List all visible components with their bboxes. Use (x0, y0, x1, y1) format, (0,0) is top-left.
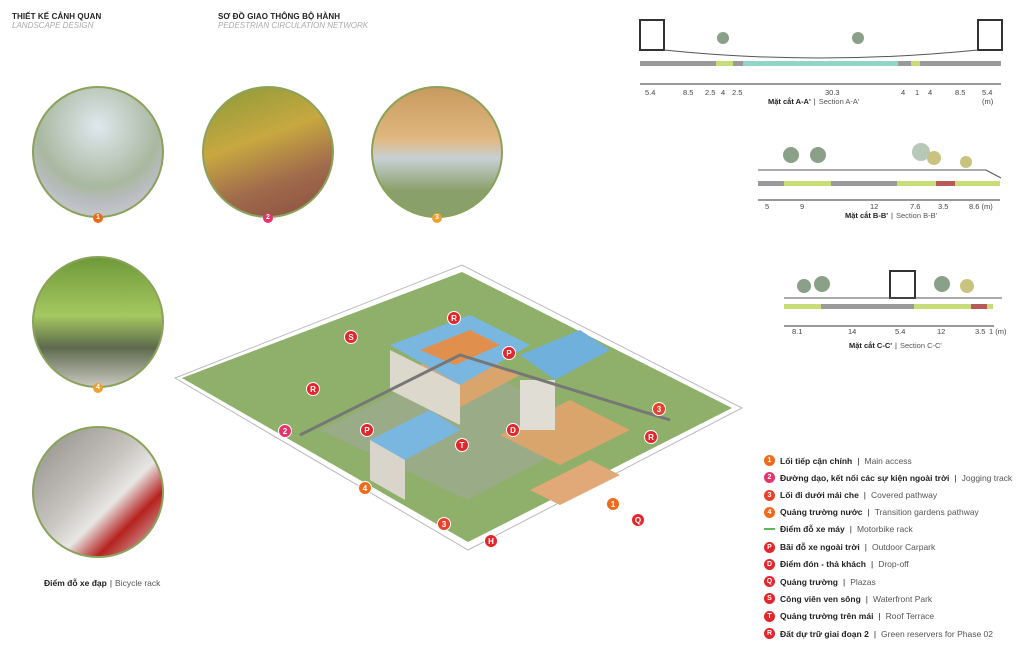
legend-item: T Quảng trường trên mái | Roof Terrace (764, 610, 935, 622)
marker-r[interactable]: R (644, 430, 658, 444)
legend-marker-icon: 2 (764, 472, 775, 484)
legend-label-en: Roof Terrace (885, 611, 935, 622)
marker-h[interactable]: H (484, 534, 498, 548)
separator: | (864, 542, 867, 552)
legend-label-vi: Lối tiếp cận chính (780, 455, 853, 466)
photo-badge: 1 (93, 213, 103, 223)
marker-s[interactable]: S (344, 330, 358, 344)
marker-r[interactable]: R (447, 311, 461, 325)
legend-label-en: Waterfront Park (872, 593, 933, 604)
legend-item: 2 Đường dạo, kết nối các sự kiện ngoài tr… (764, 472, 1013, 484)
legend-label-vi: Đường dạo, kết nối các sự kiện ngoài trờ… (780, 472, 950, 483)
legend-label-en: Plazas (850, 576, 876, 587)
marker-q[interactable]: Q (631, 513, 645, 527)
legend-label-en: Motorbike rack (856, 524, 913, 535)
legend-label-vi: Công viên ven sông (780, 593, 861, 604)
legend-marker-icon: 1 (764, 455, 775, 466)
section-c-drawing (784, 270, 1002, 327)
marker-t[interactable]: T (455, 438, 469, 452)
motorbike-rack-icon (764, 528, 775, 531)
separator: | (870, 559, 874, 570)
legend-label-en: Transition gardens pathway (874, 507, 979, 518)
section-b-drawing (758, 143, 1002, 201)
photo-garden-seating (32, 256, 164, 388)
section-b-title: Mặt cắt B-B' | Section B-B' (845, 211, 938, 220)
photo-badge: 3 (432, 213, 442, 223)
header-en: PEDESTRIAN CIRCULATION NETWORK (218, 21, 369, 30)
legend-item: S Công viên ven sông | Waterfront Park (764, 593, 933, 605)
legend-label-vi: Quảng trường (780, 576, 838, 587)
header-en: LANDSCAPE DESIGN (12, 21, 94, 30)
photo-plaza-fountain (32, 86, 164, 218)
legend-marker-icon: T (764, 610, 775, 622)
legend-label-en: Covered pathway (871, 490, 938, 501)
legend-marker-icon: R (764, 628, 775, 639)
legend-label-vi: Quảng trường nước (780, 507, 863, 518)
legend-label-en: Main access (864, 455, 912, 466)
legend-item: 3 Lối đi dưới mái che | Covered pathway (764, 489, 938, 501)
legend-label-en: Drop-off (878, 559, 909, 570)
legend-marker-icon: P (764, 541, 775, 553)
legend-label-vi: Đất dự trữ giai đoạn 2 (780, 628, 869, 639)
header-vi: SƠ ĐỒ GIAO THÔNG BỘ HÀNH (218, 12, 341, 21)
separator: | (863, 490, 867, 501)
marker-4[interactable]: 4 (358, 481, 372, 495)
legend-item: Điểm đỗ xe máy | Motorbike rack (764, 524, 913, 534)
marker-p[interactable]: P (502, 346, 516, 360)
separator: | (843, 576, 846, 587)
bicycle-caption: Điểm đỗ xe đạp | Bicycle rack (44, 578, 161, 588)
section-a-title: Mặt cắt A-A' | Section A-A' (768, 97, 860, 106)
separator: | (878, 611, 881, 622)
marker-p[interactable]: P (360, 423, 374, 437)
marker-3[interactable]: 3 (437, 517, 451, 531)
landscape-header: THIẾT KẾ CẢNH QUAN LANDSCAPE DESIGN (12, 12, 101, 30)
photo-badge: 2 (263, 213, 273, 223)
separator: | (857, 455, 860, 466)
legend-item: Q Quảng trường | Plazas (764, 576, 876, 588)
separator: | (865, 593, 868, 604)
legend-label-vi: Bãi đỗ xe ngoài trời (780, 542, 860, 552)
header-vi: THIẾT KẾ CẢNH QUAN (12, 12, 102, 21)
section-a-drawing (639, 19, 1003, 85)
photo-tree-lined-path (202, 86, 334, 218)
separator: | (954, 472, 957, 483)
legend-item: 1 Lối tiếp cận chính | Main access (764, 455, 912, 466)
legend-label-en: Outdoor Carpark (871, 542, 936, 552)
marker-1[interactable]: 1 (606, 497, 620, 511)
marker-r[interactable]: R (306, 382, 320, 396)
legend-item: P Bãi đỗ xe ngoài trời | Outdoor Carpark (764, 541, 936, 553)
legend-item: R Đất dự trữ giai đoạn 2 | Green reservers … (764, 628, 993, 639)
separator: | (867, 507, 870, 518)
separator: | (873, 628, 877, 639)
legend-label-en: Jogging track (961, 472, 1013, 483)
photo-badge: 4 (93, 383, 103, 393)
marker-2[interactable]: 2 (278, 424, 292, 438)
legend-marker-icon: D (764, 558, 775, 570)
site-plan (173, 264, 744, 551)
photo-covered-pathway (371, 86, 503, 218)
legend-label-vi: Điểm đỗ xe máy (780, 524, 845, 535)
section-c-title: Mặt cắt C-C' | Section C-C' (849, 341, 942, 350)
legend-marker-icon: Q (764, 576, 775, 588)
legend-item: D Điểm đón - thả khách | Drop-off (764, 558, 909, 570)
legend-label-vi: Quảng trường trên mái (780, 611, 874, 622)
legend-label-vi: Lối đi dưới mái che (780, 490, 859, 501)
photo-bicycle-rack (32, 426, 164, 558)
marker-d[interactable]: D (506, 423, 520, 437)
legend-label-en: Green reservers for Phase 02 (881, 628, 994, 639)
legend-marker-icon: S (764, 593, 775, 605)
legend-label-vi: Điểm đón - thả khách (780, 559, 866, 570)
legend-item: 4 Quảng trường nước | Transition gardens pa… (764, 506, 979, 518)
legend-marker-icon: 3 (764, 489, 775, 501)
circulation-header: SƠ ĐỒ GIAO THÔNG BỘ HÀNH PEDESTRIAN CIRC… (218, 12, 368, 30)
marker-3[interactable]: 3 (652, 402, 666, 416)
separator: | (849, 524, 852, 535)
legend-marker-icon: 4 (764, 506, 775, 518)
